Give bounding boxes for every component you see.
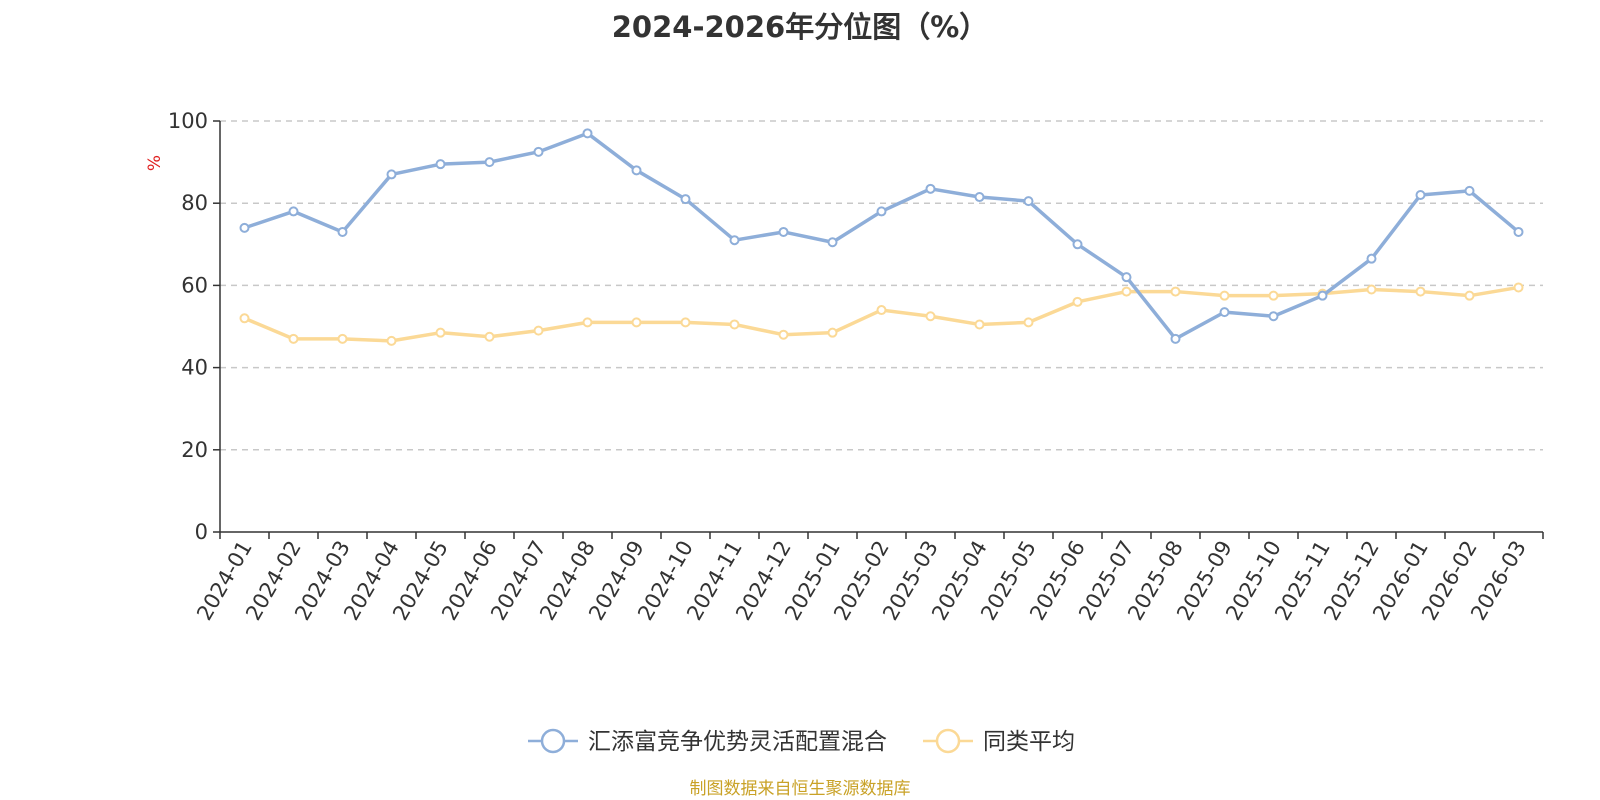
data-point[interactable]	[1415, 286, 1426, 297]
data-point[interactable]	[1317, 290, 1328, 301]
legend-label: 汇添富竞争优势灵活配置混合	[588, 729, 887, 755]
data-point[interactable]	[386, 335, 397, 346]
series-1	[239, 282, 1524, 346]
legend-marker	[935, 728, 961, 754]
grid-lines	[220, 120, 1543, 451]
data-point[interactable]	[239, 222, 250, 233]
data-point[interactable]	[1023, 317, 1034, 328]
data-point[interactable]	[827, 327, 838, 338]
data-point[interactable]	[1170, 286, 1181, 297]
data-point[interactable]	[1072, 296, 1083, 307]
data-point[interactable]	[925, 183, 936, 194]
data-point[interactable]	[1170, 333, 1181, 344]
data-point[interactable]	[1415, 189, 1426, 200]
data-point[interactable]	[582, 317, 593, 328]
data-point[interactable]	[435, 159, 446, 170]
data-point[interactable]	[827, 237, 838, 248]
data-point[interactable]	[1072, 239, 1083, 250]
data-point[interactable]	[729, 319, 740, 330]
data-point[interactable]	[1121, 286, 1132, 297]
data-point[interactable]	[337, 333, 348, 344]
legend: 汇添富竞争优势灵活配置混合 同类平均	[528, 728, 1075, 755]
y-axis-label: %	[145, 155, 165, 171]
data-point[interactable]	[1268, 311, 1279, 322]
legend-item-1[interactable]: 同类平均	[923, 728, 1075, 755]
data-point[interactable]	[729, 235, 740, 246]
data-point[interactable]	[1366, 253, 1377, 264]
data-point[interactable]	[876, 206, 887, 217]
legend-item-0[interactable]: 汇添富竞争优势灵活配置混合	[528, 728, 887, 755]
data-point[interactable]	[974, 319, 985, 330]
data-point[interactable]	[582, 128, 593, 139]
data-point[interactable]	[778, 226, 789, 237]
data-point[interactable]	[484, 157, 495, 168]
chart-title: 2024-2026年分位图（%）	[611, 10, 989, 44]
data-source-note: 制图数据来自恒生聚源数据库	[689, 779, 911, 799]
data-point[interactable]	[533, 325, 544, 336]
data-point[interactable]	[974, 192, 985, 203]
data-point[interactable]	[1219, 307, 1230, 318]
legend-marker	[540, 728, 566, 754]
legend-label: 同类平均	[983, 729, 1075, 755]
data-point[interactable]	[876, 305, 887, 316]
data-point[interactable]	[631, 317, 642, 328]
line-chart: 0204060801002024-012024-022024-032024-04…	[145, 109, 1544, 755]
y-tick-label: 0	[195, 520, 208, 544]
data-point[interactable]	[1366, 284, 1377, 295]
y-tick-label: 80	[181, 191, 208, 215]
y-tick-label: 60	[181, 273, 208, 297]
y-tick-label: 40	[181, 356, 208, 380]
data-point[interactable]	[925, 311, 936, 322]
data-point[interactable]	[239, 313, 250, 324]
data-point[interactable]	[337, 226, 348, 237]
data-point[interactable]	[288, 333, 299, 344]
series-layer	[239, 128, 1524, 346]
data-point[interactable]	[533, 146, 544, 157]
data-point[interactable]	[288, 206, 299, 217]
data-point[interactable]	[1121, 272, 1132, 283]
data-point[interactable]	[1268, 290, 1279, 301]
axes: 0204060801002024-012024-022024-032024-04…	[168, 109, 1544, 624]
series-0	[239, 128, 1524, 344]
data-point[interactable]	[1219, 290, 1230, 301]
data-point[interactable]	[1513, 226, 1524, 237]
data-point[interactable]	[680, 194, 691, 205]
data-point[interactable]	[631, 165, 642, 176]
y-tick-label: 20	[181, 438, 208, 462]
data-point[interactable]	[484, 331, 495, 342]
data-point[interactable]	[1464, 290, 1475, 301]
data-point[interactable]	[680, 317, 691, 328]
y-tick-label: 100	[168, 109, 208, 133]
data-point[interactable]	[1023, 196, 1034, 207]
data-point[interactable]	[386, 169, 397, 180]
data-point[interactable]	[778, 329, 789, 340]
data-point[interactable]	[1513, 282, 1524, 293]
data-point[interactable]	[435, 327, 446, 338]
data-point[interactable]	[1464, 185, 1475, 196]
